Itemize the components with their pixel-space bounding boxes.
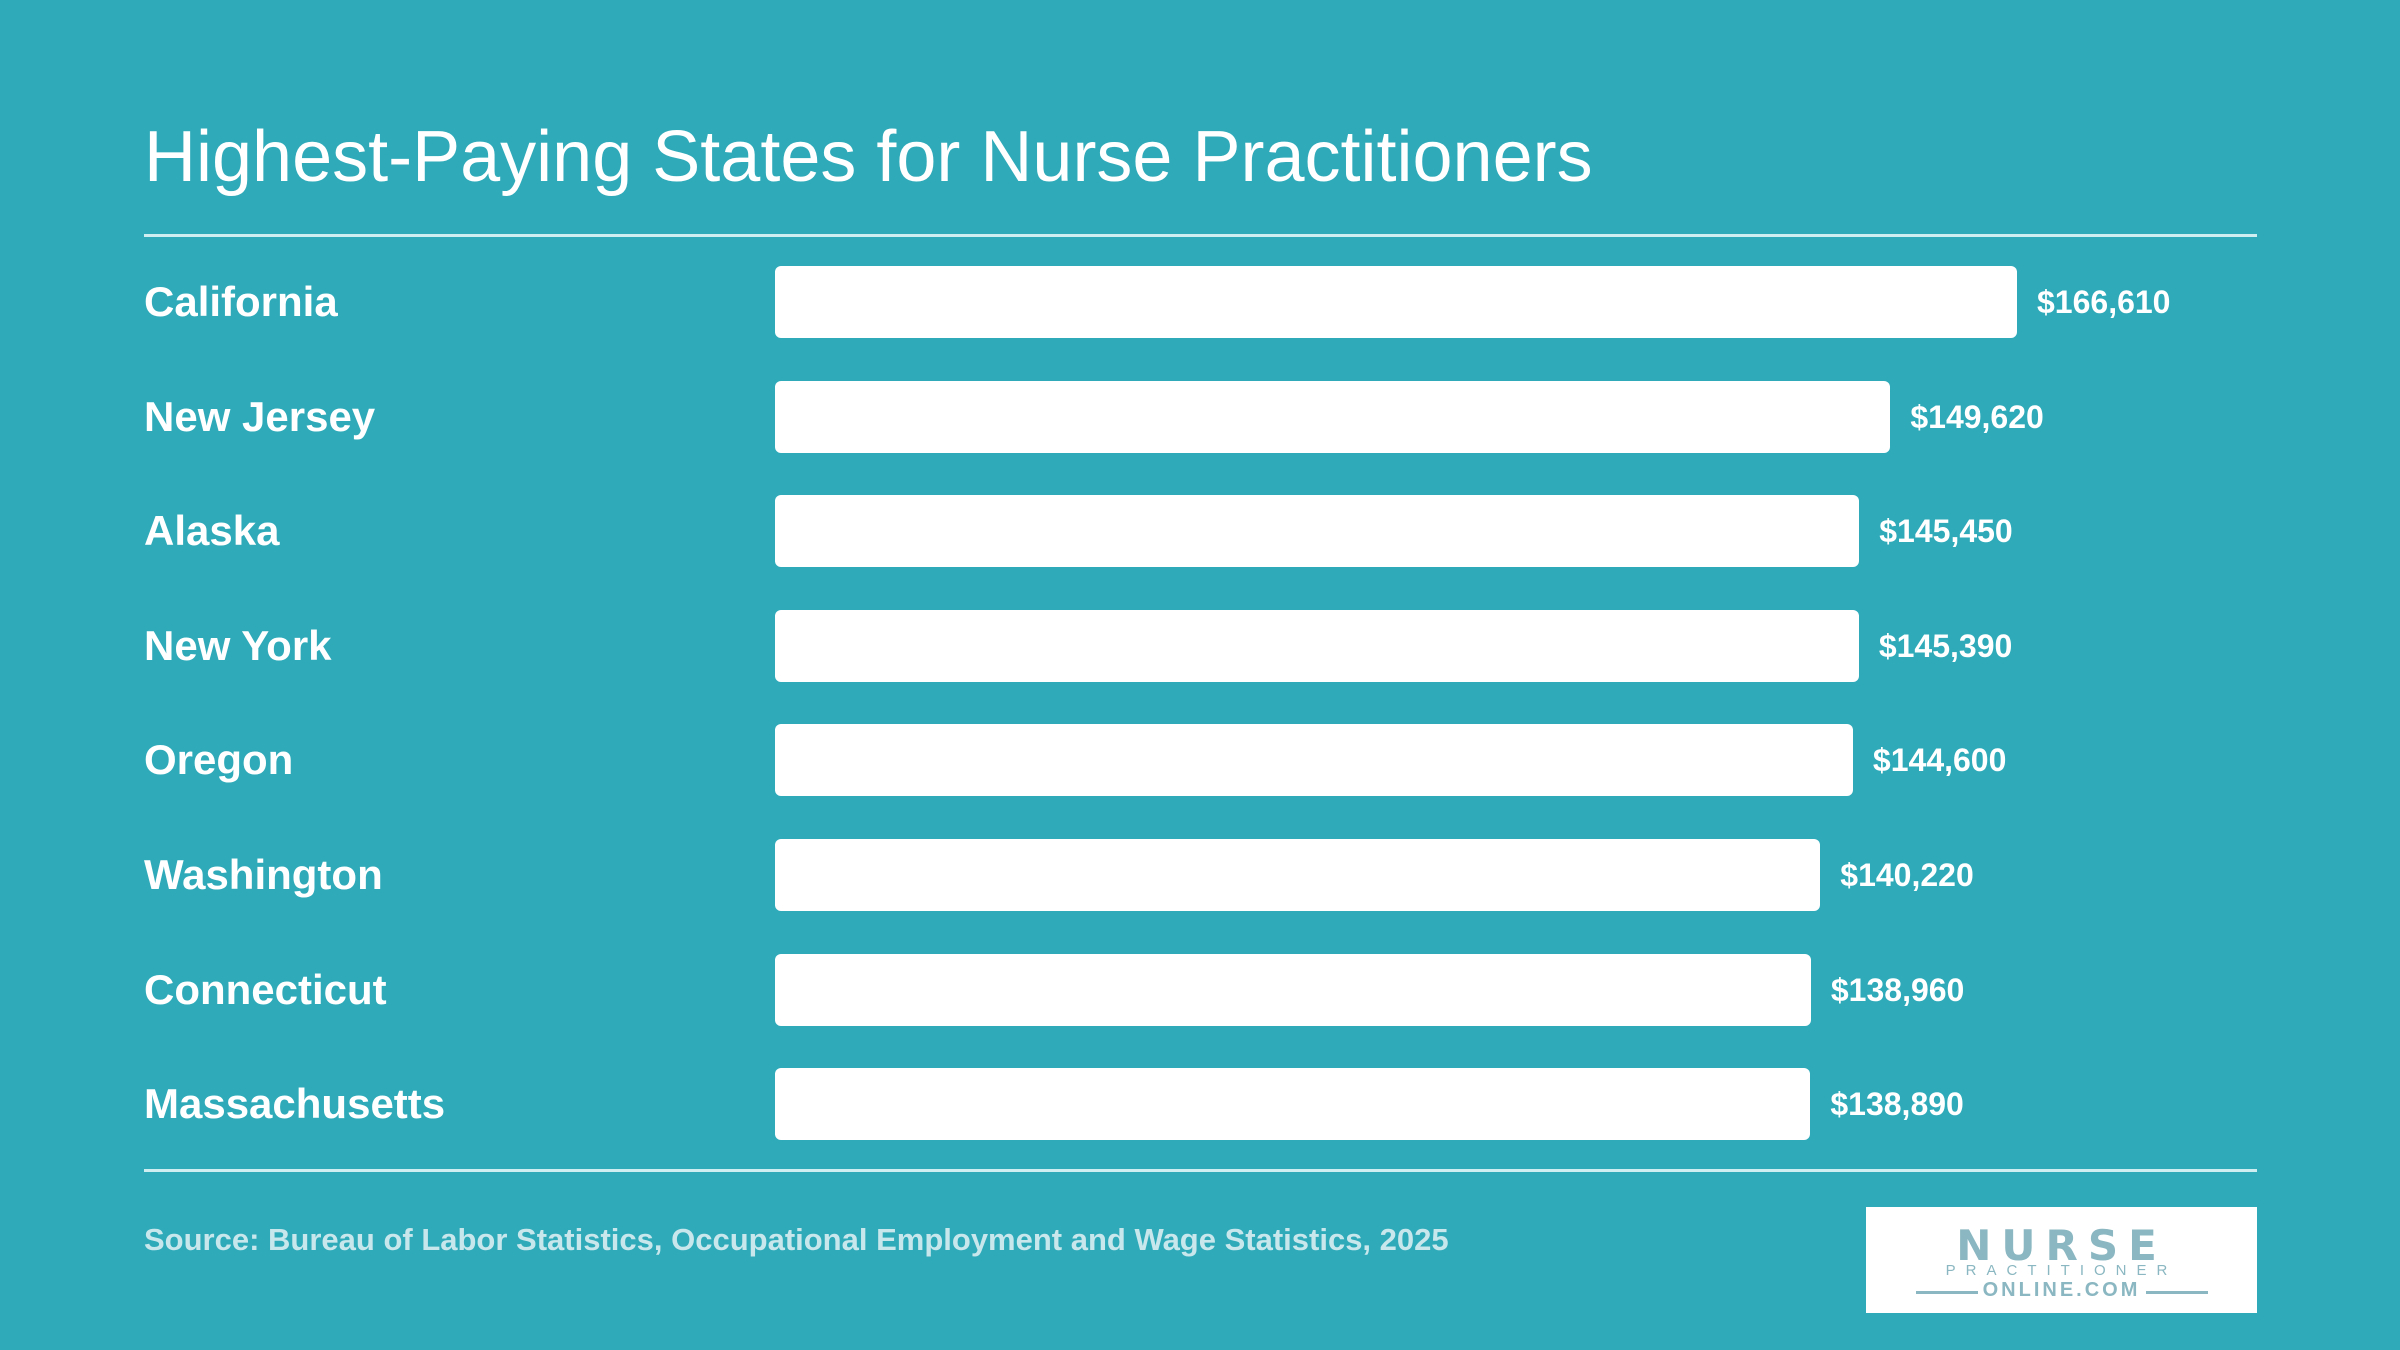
value-label: $145,450	[1879, 513, 2013, 550]
bar	[775, 724, 1853, 797]
logo-line-nurse: NURSE	[1956, 1221, 2167, 1270]
top-divider	[144, 234, 2257, 237]
category-label: Oregon	[144, 736, 294, 784]
value-label: $166,610	[2037, 284, 2171, 320]
value-label: $144,600	[1872, 742, 2007, 779]
logo-line-online: ONLINE.COM	[1982, 1279, 2141, 1301]
value-label: $140,220	[1840, 857, 1974, 893]
category-label: California	[144, 278, 338, 325]
nurse-practitioner-online-logo: NURSE PRACTITIONER ONLINE.COM	[1866, 1207, 2257, 1313]
logo-line-practitioner: PRACTITIONER	[1945, 1262, 2178, 1279]
category-label: Washington	[144, 851, 383, 898]
bar	[775, 953, 1811, 1026]
bar	[775, 380, 1891, 453]
source-note: Source: Bureau of Labor Statistics, Occu…	[144, 1222, 1449, 1257]
category-label: Connecticut	[144, 965, 387, 1013]
bar	[775, 839, 1821, 911]
chart-title: Highest-Paying States for Nurse Practiti…	[144, 117, 1593, 197]
category-label: New York	[144, 621, 332, 669]
category-label: New Jersey	[144, 392, 376, 440]
value-label: $138,960	[1830, 971, 1965, 1008]
category-label: Massachusetts	[144, 1080, 446, 1128]
bar	[775, 266, 2017, 338]
logo-rule-left	[1916, 1291, 1978, 1294]
bar	[775, 495, 1860, 568]
value-label: $145,390	[1878, 627, 2013, 664]
bottom-divider	[144, 1169, 2257, 1172]
category-label: Alaska	[144, 507, 280, 555]
logo-rule-right	[2146, 1291, 2208, 1294]
value-label: $149,620	[1910, 398, 2044, 435]
value-label: $138,890	[1830, 1086, 1964, 1123]
bar	[775, 609, 1859, 682]
bar	[775, 1068, 1811, 1141]
